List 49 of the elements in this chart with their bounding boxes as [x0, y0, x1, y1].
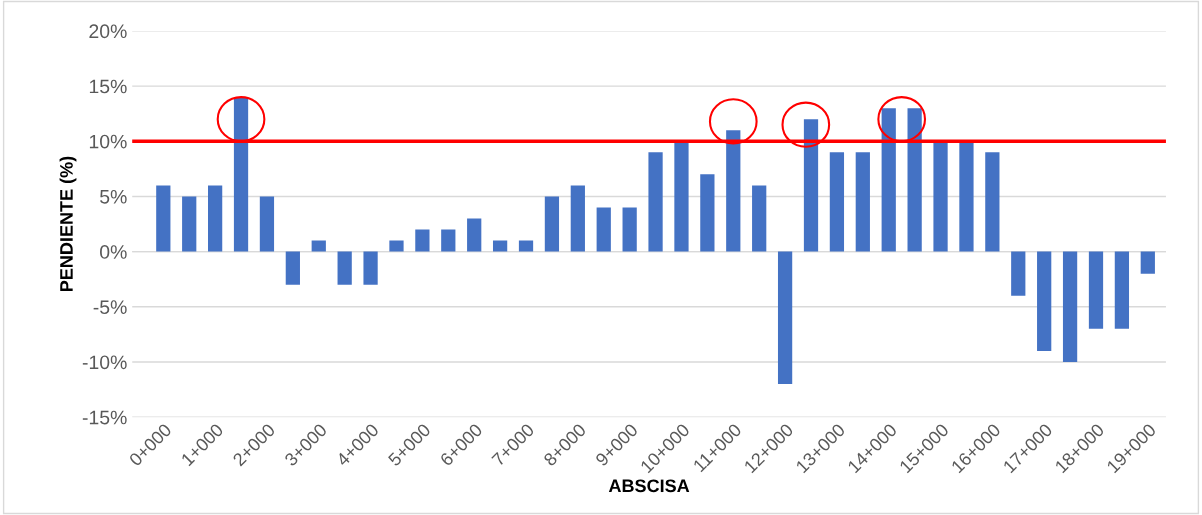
bar [907, 108, 922, 252]
y-axis-title: PENDIENTE (%) [59, 156, 77, 292]
y-tick-label: 20% [89, 24, 127, 39]
bar [441, 229, 456, 252]
bar [1011, 251, 1026, 296]
bar [1088, 251, 1104, 329]
bar [726, 130, 741, 252]
x-axis-title: ABSCISA [608, 479, 690, 493]
bar [233, 97, 249, 252]
bar [985, 152, 1000, 252]
bar [959, 141, 974, 252]
bar [156, 185, 171, 252]
y-tick-label: 0% [100, 245, 127, 259]
y-tick-label: 5% [100, 189, 127, 204]
bar [259, 196, 275, 252]
bar [285, 251, 300, 285]
bar [1062, 251, 1078, 362]
bar [648, 152, 663, 252]
bar [829, 152, 845, 252]
bar [803, 119, 819, 252]
bar [1140, 251, 1155, 274]
bar [492, 240, 508, 252]
bar [622, 207, 637, 252]
bar [700, 174, 715, 252]
bar [881, 108, 896, 252]
bar [544, 196, 560, 252]
bar [311, 240, 326, 252]
bar [855, 152, 870, 252]
bar [674, 141, 689, 252]
y-tick-label: -5% [93, 300, 127, 315]
bar [1114, 251, 1130, 329]
bar [596, 207, 611, 252]
bar [389, 240, 404, 252]
bar [570, 185, 585, 252]
bar [182, 196, 197, 252]
bar [518, 240, 534, 252]
bar [415, 229, 430, 252]
bar [337, 251, 352, 285]
y-tick-label: -10% [82, 355, 127, 370]
bar [777, 251, 793, 385]
bar [467, 218, 482, 252]
y-tick-label: -15% [82, 410, 127, 425]
y-tick-label: 15% [89, 79, 127, 94]
bar [752, 185, 767, 252]
y-tick-label: 10% [89, 134, 127, 149]
bar [363, 251, 378, 285]
bar [1037, 251, 1052, 351]
bar [933, 141, 948, 252]
bar [208, 185, 223, 252]
